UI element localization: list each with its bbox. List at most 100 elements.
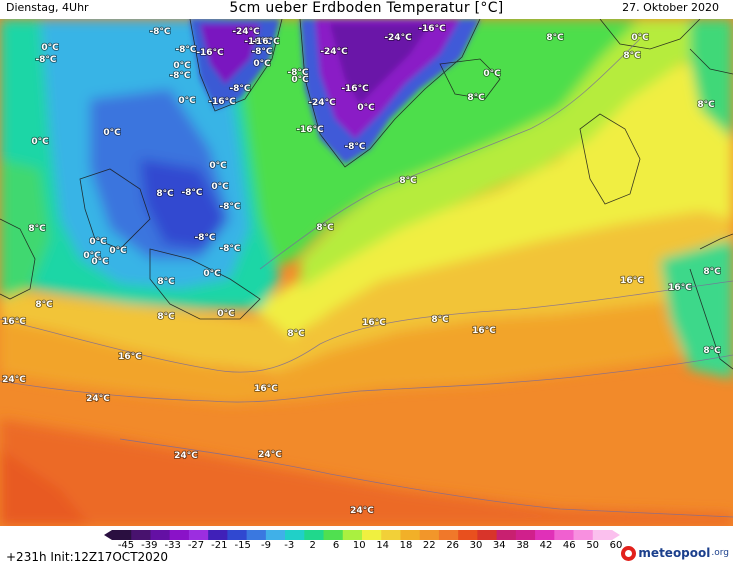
greenland-cold-core bbox=[190, 19, 480, 164]
temperature-label: 24°C bbox=[258, 450, 282, 460]
coastlines bbox=[0, 19, 733, 370]
legend-tick-label: -45 bbox=[117, 540, 135, 551]
temperature-label: 8°C bbox=[546, 33, 564, 43]
temperature-label: -16°C bbox=[296, 125, 324, 135]
legend-tick-label: -21 bbox=[211, 540, 228, 551]
temperature-label: 0°C bbox=[217, 309, 235, 319]
temperature-label: -8°C bbox=[181, 188, 202, 198]
legend-tick-label: -15 bbox=[234, 540, 251, 551]
isotherm-lines bbox=[0, 38, 733, 518]
temperature-label: -16°C bbox=[196, 48, 224, 58]
logo-tld: .org bbox=[711, 548, 729, 558]
logo-name: meteopool bbox=[638, 546, 711, 560]
legend-tick-label: 38 bbox=[516, 540, 530, 551]
temperature-label: 8°C bbox=[35, 300, 53, 310]
legend-color-swatch bbox=[554, 530, 575, 540]
temperature-label: -8°C bbox=[287, 68, 308, 78]
legend-tick-label: 30 bbox=[469, 540, 483, 551]
legend-tick-label: 18 bbox=[399, 540, 413, 551]
temperature-label: -16°C bbox=[418, 24, 446, 34]
legend-color-swatch bbox=[592, 530, 613, 540]
legend-color-swatch bbox=[285, 530, 305, 540]
legend-color-swatch bbox=[458, 530, 478, 540]
temperature-label: 0°C bbox=[253, 59, 271, 69]
temperature-label: 0°C bbox=[31, 137, 49, 147]
temperature-label: 0°C bbox=[91, 257, 109, 267]
temperature-label: 0°C bbox=[291, 75, 309, 85]
temperature-label: -8°C bbox=[344, 142, 365, 152]
legend-color-swatch bbox=[169, 530, 190, 540]
temperature-label: -16°C bbox=[244, 37, 272, 47]
forecast-date: 27. Oktober 2020 bbox=[622, 1, 719, 14]
legend-tick-label: 60 bbox=[609, 540, 623, 551]
legend-tick-label: 46 bbox=[562, 540, 576, 551]
temperature-label: 8°C bbox=[399, 176, 417, 186]
legend-tick-label: -3 bbox=[284, 540, 295, 551]
temperature-label: 8°C bbox=[703, 267, 721, 277]
temperature-label: 0°C bbox=[41, 43, 59, 53]
temperature-label: -8°C bbox=[149, 27, 170, 37]
legend-tick-label: -39 bbox=[141, 540, 158, 551]
header-bar: Dienstag, 4Uhr 5cm ueber Erdboden Temper… bbox=[0, 0, 733, 19]
legend-color-swatch bbox=[381, 530, 401, 540]
legend-color-swatch bbox=[419, 530, 440, 540]
temperature-labels: -8°C -24°C-16°C -24°C-16°C-8°C0°C-8°C0°C-8… bbox=[1, 23, 721, 517]
legend-color-swatch bbox=[477, 530, 498, 540]
legend-high-arrow bbox=[612, 530, 620, 540]
legend-tick-label: 10 bbox=[352, 540, 366, 551]
temperature-label: -16°C bbox=[208, 97, 236, 107]
temperature-label: 8°C bbox=[697, 100, 715, 110]
legend-tick-label: 34 bbox=[492, 540, 506, 551]
forecast-day-time: Dienstag, 4Uhr bbox=[6, 1, 89, 14]
legend-tick-label: 50 bbox=[586, 540, 600, 551]
legend-tick-label: 2 bbox=[309, 540, 316, 551]
temperature-label: 8°C bbox=[287, 329, 305, 339]
legend-color-swatch bbox=[131, 530, 151, 540]
temperature-label: 8°C bbox=[623, 51, 641, 61]
temperature-label: 0°C bbox=[83, 251, 101, 261]
legend-color-swatch bbox=[323, 530, 344, 540]
color-legend-bar bbox=[104, 530, 620, 540]
temperature-label: -8°C bbox=[229, 84, 250, 94]
temperature-label: -16°C bbox=[341, 84, 369, 94]
legend-tick-label: 14 bbox=[376, 540, 390, 551]
temperature-label: 16°C bbox=[668, 283, 692, 293]
legend-color-swatch bbox=[150, 530, 171, 540]
temperature-label: -8°C bbox=[219, 244, 240, 254]
temperature-label: 0°C bbox=[178, 96, 196, 106]
model-init-info: +231h Init:12Z17OCT2020 bbox=[6, 550, 169, 564]
legend-color-swatch bbox=[438, 530, 459, 540]
temperature-label: 0°C bbox=[203, 269, 221, 279]
temperature-label: 0°C bbox=[631, 33, 649, 43]
legend-color-swatch bbox=[400, 530, 421, 540]
legend-tick-label: 26 bbox=[446, 540, 460, 551]
temperature-label: -24°C bbox=[320, 47, 348, 57]
legend-color-swatch bbox=[304, 530, 325, 540]
legend-color-swatch bbox=[496, 530, 517, 540]
legend-tick-label: -27 bbox=[187, 540, 205, 551]
legend-tick-label: 6 bbox=[332, 540, 340, 551]
legend-low-arrow bbox=[104, 530, 112, 540]
legend-tick-label: -9 bbox=[261, 540, 271, 551]
temperature-label: 8°C bbox=[28, 224, 46, 234]
legend-color-swatch bbox=[112, 530, 132, 540]
legend-color-swatch bbox=[265, 530, 286, 540]
temperature-label: 24°C bbox=[2, 375, 26, 385]
temperature-label: 24°C bbox=[174, 451, 198, 461]
temperature-label: 0°C bbox=[109, 246, 127, 256]
legend-color-swatch bbox=[535, 530, 555, 540]
temperature-label: -8°C bbox=[175, 45, 196, 55]
temperature-label: -8°C bbox=[194, 233, 215, 243]
temperature-label: 8°C bbox=[703, 346, 721, 356]
legend-tick-label: -33 bbox=[164, 540, 181, 551]
temperature-label: 8°C bbox=[157, 277, 175, 287]
meteopool-logo: meteopool .org bbox=[621, 544, 729, 562]
temperature-label: 0°C bbox=[209, 161, 227, 171]
temperature-label: 16°C bbox=[472, 326, 496, 336]
temperature-label: 24°C bbox=[350, 506, 374, 516]
legend-color-swatch bbox=[208, 530, 228, 540]
temperature-label: -8°C bbox=[251, 47, 272, 57]
temperature-label: 0°C bbox=[357, 103, 375, 113]
temperature-label: -8°C bbox=[35, 55, 56, 65]
legend-color-swatch bbox=[227, 530, 248, 540]
